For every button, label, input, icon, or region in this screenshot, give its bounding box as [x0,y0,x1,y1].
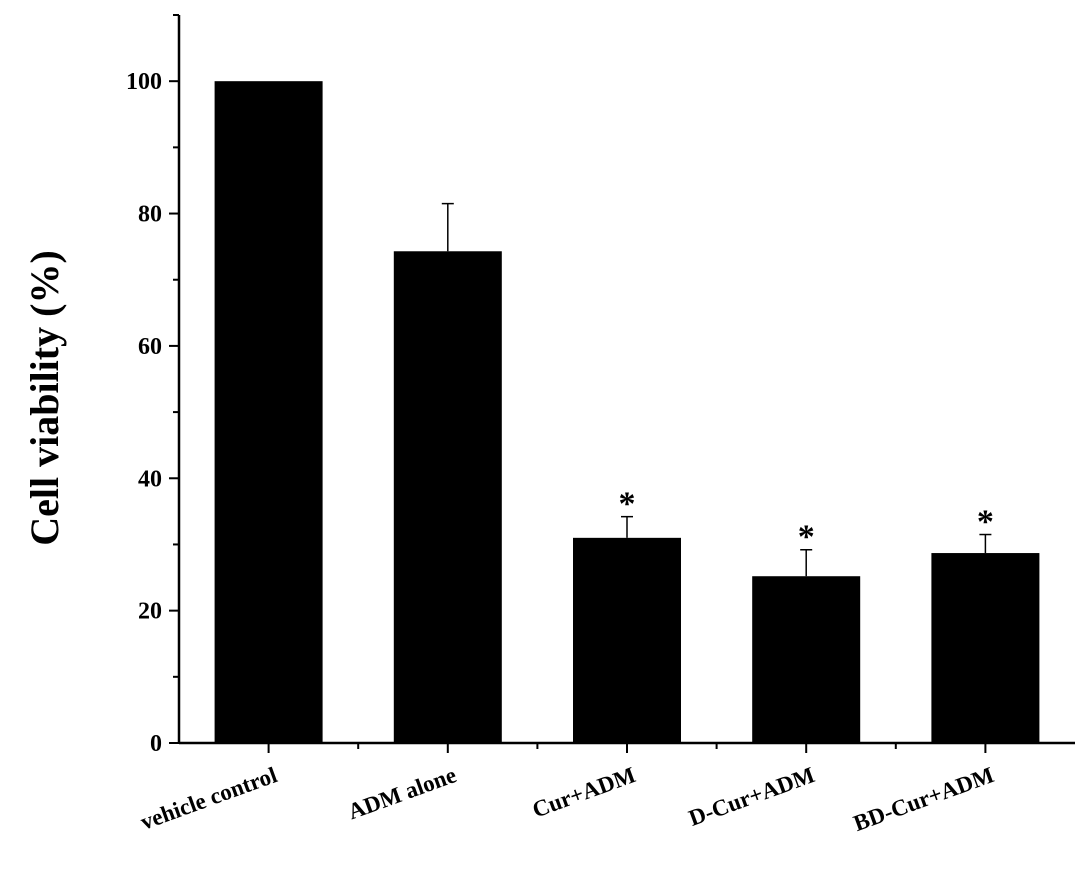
y-tick-label: 100 [126,69,162,95]
significance-marker: * [798,519,815,556]
x-category-label: ADM alone [345,762,460,824]
bar [573,537,681,743]
y-tick-label: 20 [138,599,162,625]
y-tick-label: 80 [138,202,162,228]
bar [214,81,323,743]
significance-marker: * [977,504,994,541]
bar [393,251,502,743]
x-category-label: Cur+ADM [529,762,639,822]
y-tick-label: 0 [150,731,162,757]
bar [931,553,1040,743]
x-category-label: D-Cur+ADM [685,762,818,831]
y-tick-label: 60 [138,334,162,360]
significance-marker: * [619,486,636,523]
bar [752,576,861,743]
x-category-label: BD-Cur+ADM [850,762,997,836]
x-category-label: vehicle control [137,762,280,835]
plot-area: 0 20 40 60 80 100 vehicle control ADM alone * Cur… [126,14,1075,836]
y-tick-label: 40 [138,466,162,492]
y-axis-title: Cell viability (%) [22,250,67,546]
